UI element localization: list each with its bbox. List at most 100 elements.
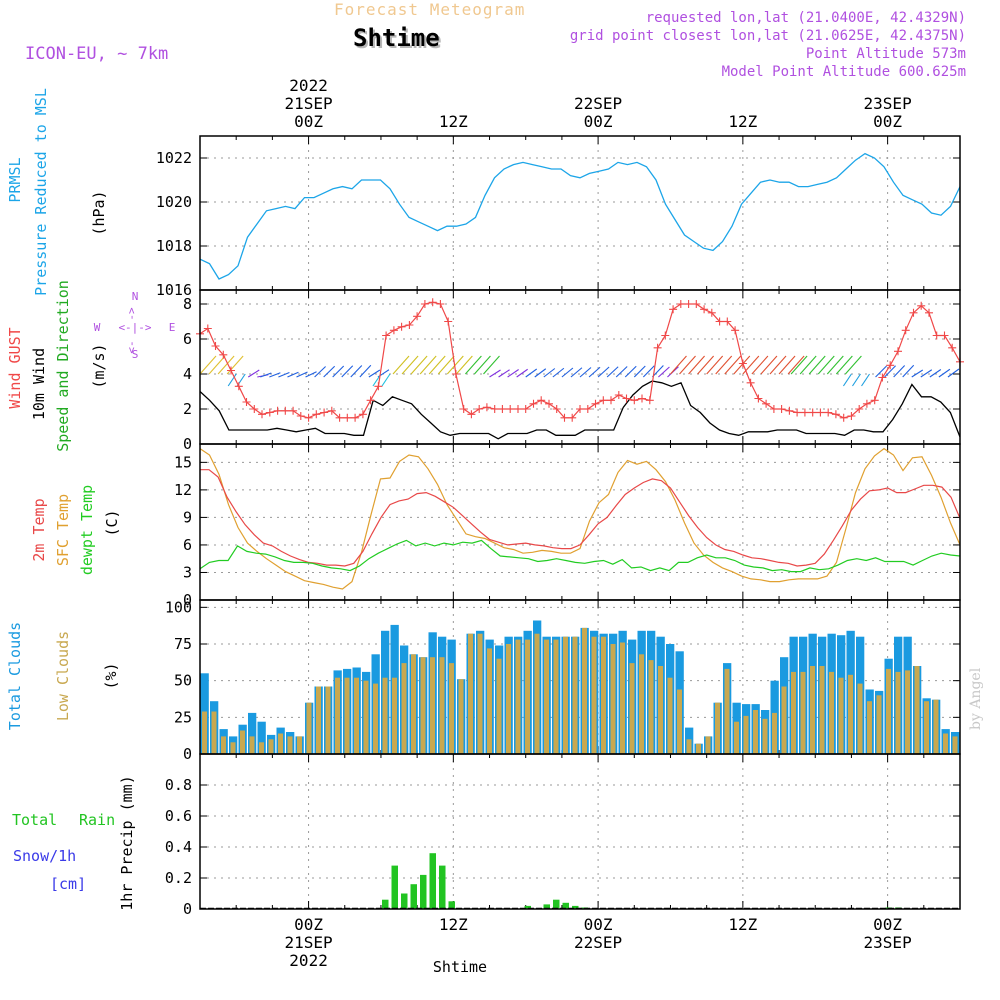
low-cloud-bar <box>439 657 445 754</box>
wind-gust-marker <box>785 406 794 415</box>
low-cloud-bar <box>933 699 939 754</box>
y-tick-label: 9 <box>183 508 192 526</box>
y-tick-label: 0.8 <box>165 776 192 794</box>
compass-arrow-down: <- <box>125 340 138 353</box>
wind-gust-marker <box>715 317 724 326</box>
wind-gust-marker <box>467 410 476 419</box>
low-cloud-bar <box>876 695 882 754</box>
wind-direction-arrow <box>787 355 805 375</box>
top-hour-label: 12Z <box>728 112 757 131</box>
bottom-date-label: 22SEP <box>574 933 622 952</box>
wind-gust-marker <box>459 405 468 413</box>
wind-direction-arrow <box>938 368 951 378</box>
y-tick-label: 0 <box>183 900 192 918</box>
low-cloud-bar <box>306 702 312 754</box>
wind-direction-arrow <box>359 364 372 378</box>
wind-gust-marker <box>281 406 290 415</box>
rain-bar <box>524 905 531 909</box>
wind-gust-marker <box>327 406 336 415</box>
low-cloud-bar <box>230 742 236 754</box>
wind-direction-arrow <box>842 373 852 387</box>
low-cloud-bar <box>297 736 302 754</box>
wind-gust-marker <box>552 405 561 413</box>
clouds-unit: (%) <box>102 662 120 689</box>
wind-direction-arrow <box>597 366 610 378</box>
top-hour-label: 00Z <box>873 112 902 131</box>
wind-direction-arrow <box>314 366 326 378</box>
wind-gust-marker <box>475 405 484 413</box>
y-tick-label: 1018 <box>156 237 192 255</box>
wind-gust-marker <box>444 317 453 326</box>
wind-gust-marker <box>793 408 802 417</box>
low-cloud-bar <box>211 711 217 754</box>
wind-direction-arrow <box>516 368 528 378</box>
low-cloud-bar <box>753 710 758 754</box>
rain-bar <box>439 865 446 909</box>
temp-unit: (C) <box>103 509 121 536</box>
snow-label: Snow/1h <box>13 847 76 865</box>
y-tick-label: 1016 <box>156 281 192 299</box>
wind-direction-arrow <box>446 355 464 375</box>
low-cloud-bar <box>800 671 806 754</box>
wind-gust-marker <box>583 405 592 413</box>
wind-gust-marker <box>925 308 933 317</box>
top-hour-label: 00Z <box>294 112 323 131</box>
rain-bar <box>382 899 389 909</box>
wind-gust-marker <box>870 396 879 405</box>
wind-gust-marker <box>855 405 864 413</box>
low-cloud-bar <box>278 733 283 754</box>
wind-gust-marker <box>436 300 445 308</box>
wind-gust-marker <box>211 342 220 350</box>
y-tick-label: 0 <box>183 591 192 609</box>
wind-gust-marker <box>917 301 926 310</box>
wind-gust-marker <box>420 300 429 308</box>
bottom-hour-label: 12Z <box>728 915 757 934</box>
wind-direction-arrow <box>642 365 655 378</box>
low-cloud-bar <box>620 642 625 754</box>
y-tick-label: 2 <box>183 400 192 418</box>
wind-gust-marker <box>607 396 615 405</box>
top-hour-label: 00Z <box>584 112 613 131</box>
wind-gust-marker <box>684 300 693 308</box>
y-tick-label: 75 <box>174 635 192 653</box>
wind-gust-marker <box>862 399 871 408</box>
wind-gust-marker <box>707 308 716 317</box>
wind-gust-marker <box>932 331 941 340</box>
y-tick-label: 0 <box>183 745 192 763</box>
low-cloud-bar <box>363 680 369 754</box>
pressure-line <box>199 152 961 280</box>
requested-coords: requested lon,lat (21.0400E, 42.4329N) <box>645 10 966 26</box>
wind-gust-marker <box>374 382 383 391</box>
low-cloud-bar <box>705 736 711 754</box>
y-tick-label: 100 <box>165 598 192 616</box>
low-cloud-bar <box>867 701 872 754</box>
wind-gust-marker <box>816 408 825 417</box>
low-cloud-bar <box>449 663 454 754</box>
wind-direction-arrow <box>437 355 455 375</box>
top-year-label: 2022 <box>289 76 328 95</box>
wind-direction-arrow <box>920 369 933 378</box>
wind-gust-marker <box>591 399 600 408</box>
low-cloud-bar <box>696 743 701 754</box>
low-cloud-bar <box>639 654 644 754</box>
wind-direction-arrow <box>606 366 619 378</box>
y-tick-label: 1022 <box>156 149 192 167</box>
wind-gust-marker <box>343 413 352 422</box>
wind-direction-arrow <box>199 355 217 375</box>
wind-gust-marker <box>506 405 515 413</box>
wind-direction-arrow <box>947 368 960 378</box>
low-cloud-bar <box>734 721 739 754</box>
rain-bar <box>448 901 455 910</box>
bottom-location-label: Shtime <box>433 958 487 976</box>
y-tick-label: 1020 <box>156 193 192 211</box>
wind-direction-arrow <box>455 355 473 375</box>
wind-direction-arrow <box>296 371 308 378</box>
wind-gust-marker <box>831 410 840 419</box>
low-cloud-bar <box>924 701 929 754</box>
low-cloud-bar <box>506 644 511 754</box>
wind-gust-marker <box>428 298 437 307</box>
wind-gust-marker <box>762 399 771 408</box>
compass-east-label: E <box>169 321 176 334</box>
low-cloud-bar <box>458 679 464 754</box>
low-cloud-bar <box>848 674 853 754</box>
